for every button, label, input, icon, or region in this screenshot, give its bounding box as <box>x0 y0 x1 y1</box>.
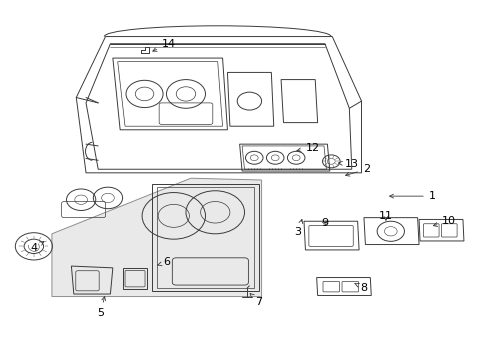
Text: 14: 14 <box>152 39 176 51</box>
Polygon shape <box>52 178 261 297</box>
Text: 1: 1 <box>389 191 435 201</box>
Text: 13: 13 <box>338 159 358 169</box>
Text: 11: 11 <box>378 211 392 221</box>
Text: 2: 2 <box>345 164 369 176</box>
Text: 3: 3 <box>294 219 302 237</box>
Text: 4: 4 <box>30 242 44 253</box>
Text: 9: 9 <box>321 218 328 228</box>
Text: 5: 5 <box>97 297 105 318</box>
Text: 6: 6 <box>157 257 170 267</box>
Text: 8: 8 <box>354 283 367 293</box>
Text: 12: 12 <box>296 143 319 153</box>
Text: 10: 10 <box>432 216 455 226</box>
Text: 7: 7 <box>249 294 262 307</box>
